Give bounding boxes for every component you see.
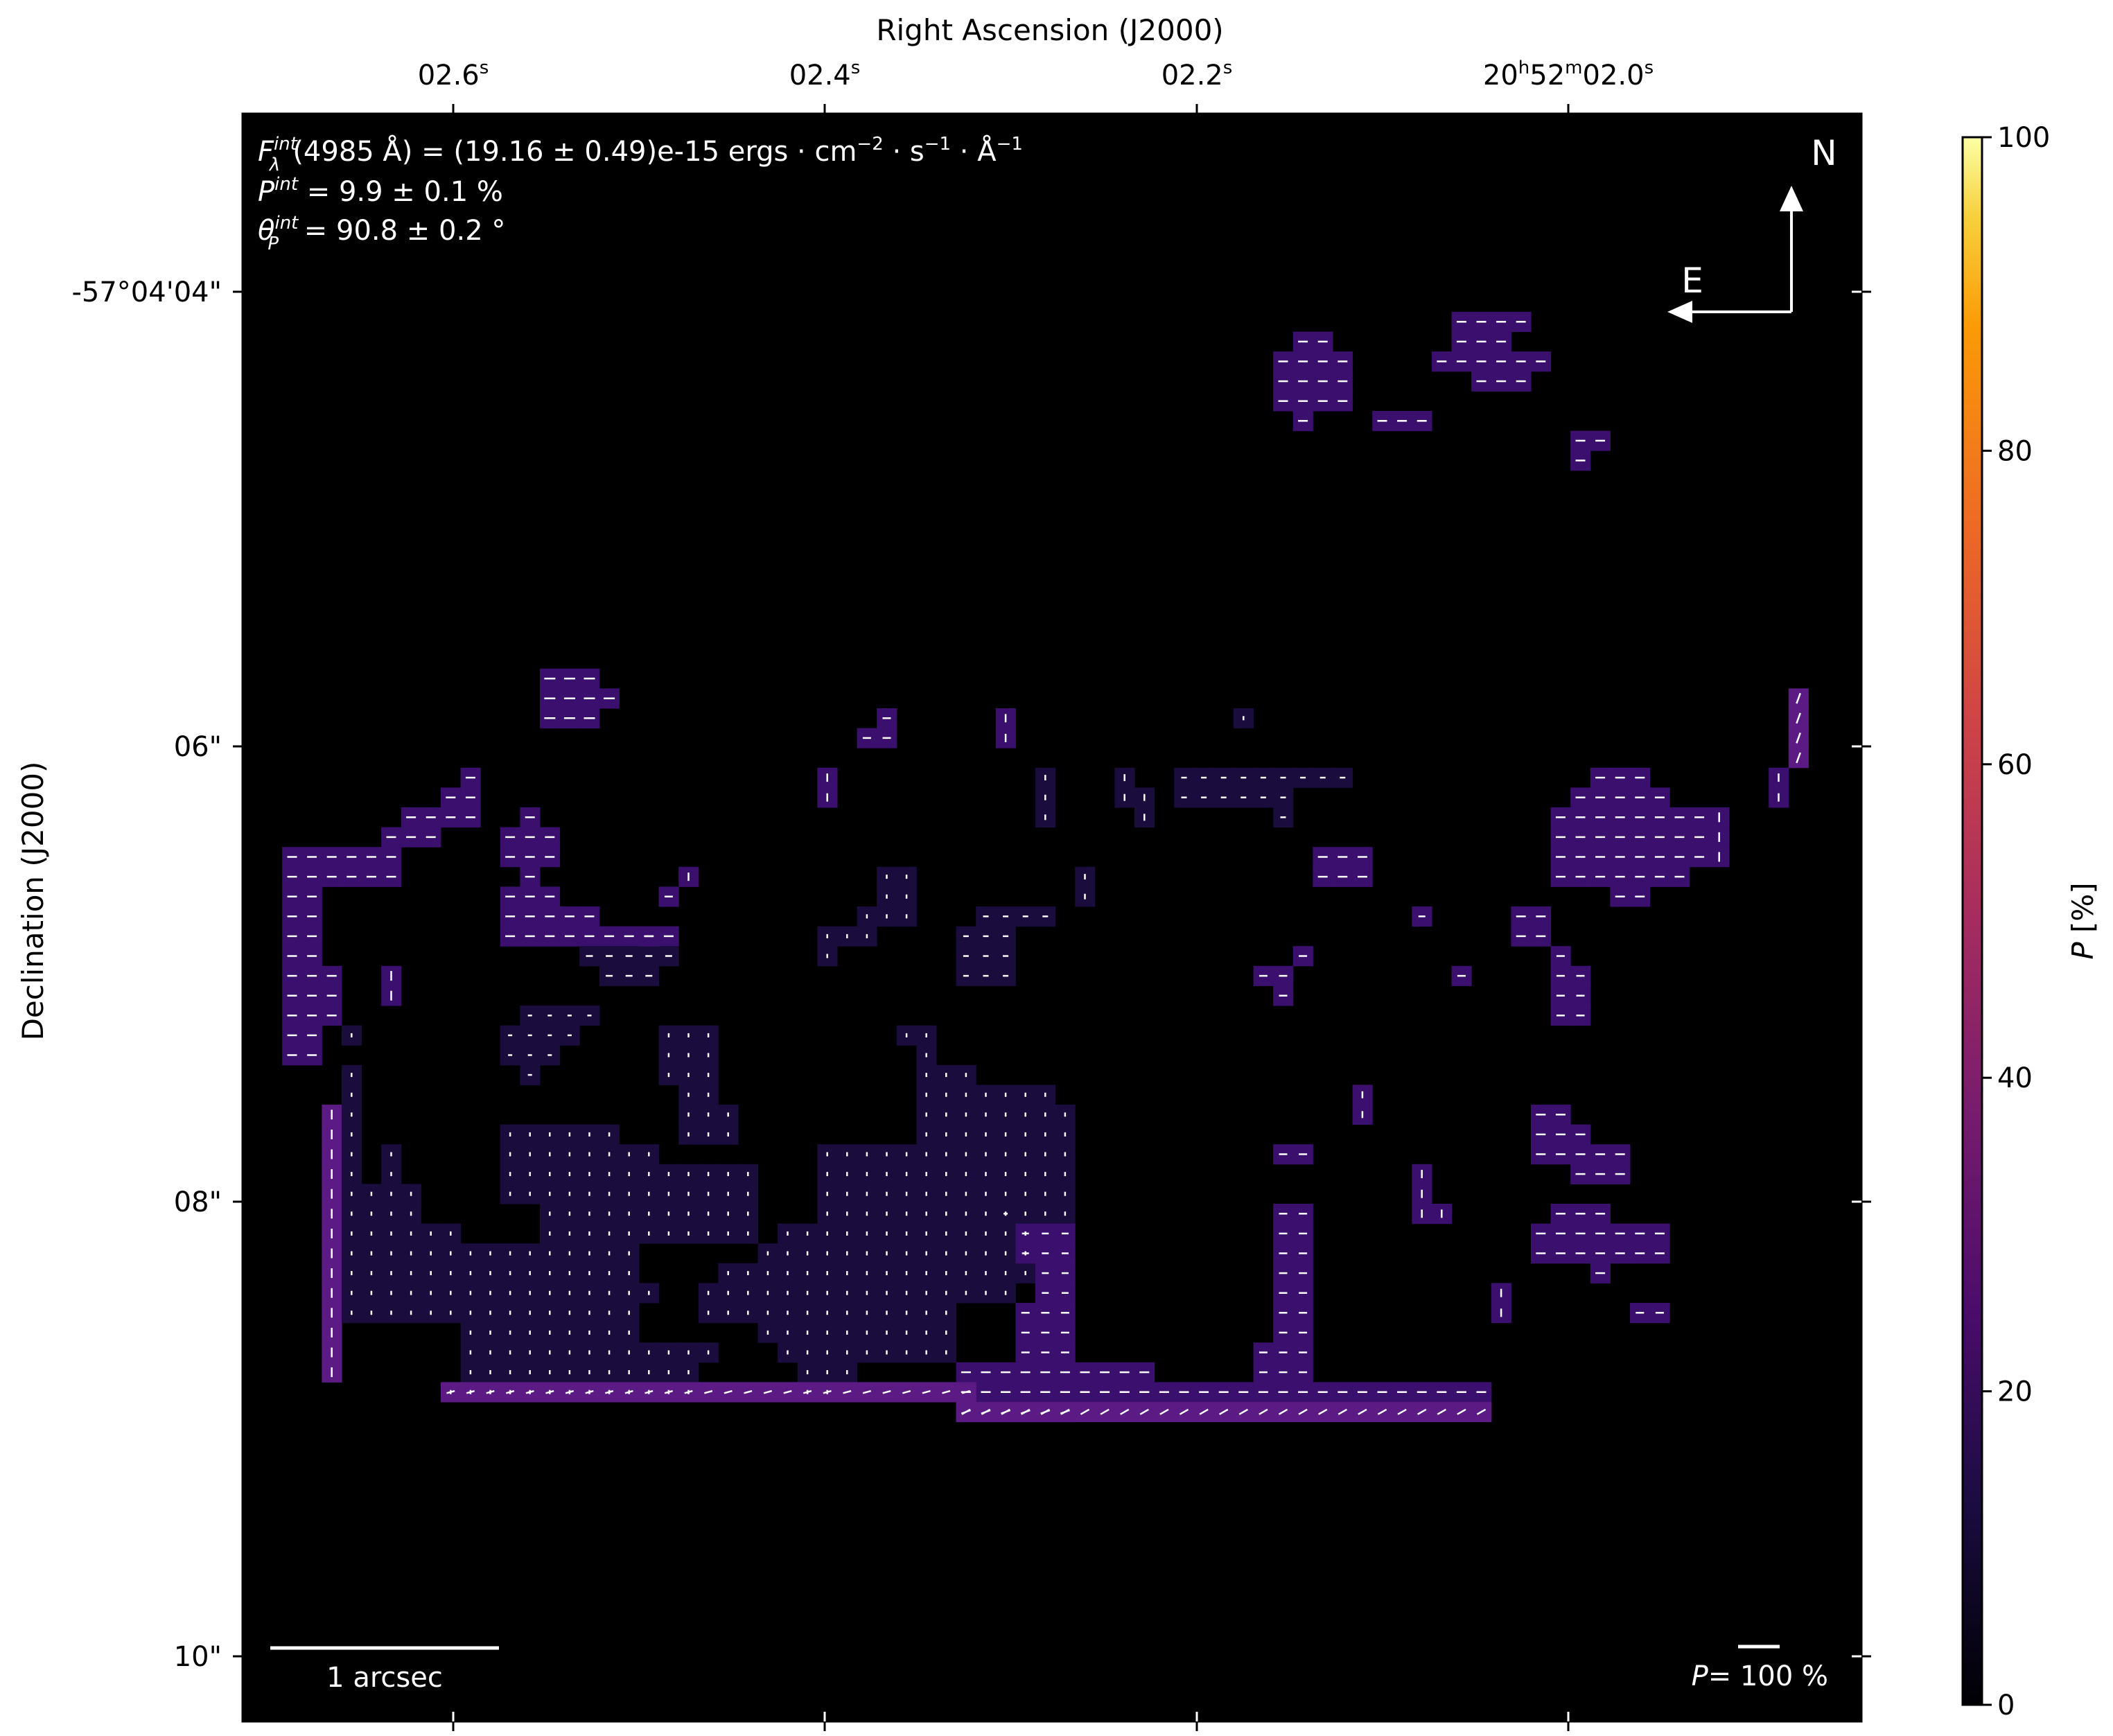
plot-frame <box>241 112 1863 1723</box>
polarization-vector <box>803 1389 812 1394</box>
polarization-vector <box>1139 1408 1150 1415</box>
polarization-vector <box>1218 1408 1229 1415</box>
polarization-vector <box>565 1389 575 1394</box>
polarization-vector <box>783 1389 792 1394</box>
dec-tick-label: 08" <box>174 1186 222 1218</box>
colorbar-tick-label: 80 <box>1997 435 2033 467</box>
polarization-vector <box>1377 1408 1387 1415</box>
polarization-vector <box>624 1389 633 1394</box>
polarization-vector <box>545 1389 554 1394</box>
colorbar: 0 20 40 60 80 100 P [%] <box>1961 122 2100 1721</box>
colorbar-tick-label: 20 <box>1997 1376 2033 1408</box>
polarization-vector <box>1358 1408 1367 1415</box>
polarization-vector <box>1338 1408 1348 1415</box>
polarization-vector <box>486 1389 495 1394</box>
polarization-vector <box>1796 712 1801 724</box>
polarization-vector <box>1020 1409 1031 1414</box>
polarization-vector <box>961 1389 971 1394</box>
colorbar-tick-label: 0 <box>1997 1690 2015 1721</box>
ra-tick-label: 02.4s <box>789 58 861 91</box>
polarization-vector <box>1796 692 1801 704</box>
polarization-vector <box>466 1389 475 1394</box>
arcsec-scale-label: 1 arcsec <box>326 1662 443 1694</box>
polarization-vector <box>1001 1409 1011 1414</box>
polarization-vector <box>902 1389 911 1394</box>
polarization-vector <box>1796 752 1801 764</box>
polarization-vector <box>744 1389 753 1394</box>
polarization-vector <box>763 1389 773 1394</box>
polarization-vector <box>843 1389 852 1394</box>
north-arrow-head-icon <box>1780 186 1803 211</box>
ra-tick-label: 02.2s <box>1161 58 1233 91</box>
polarization-vector <box>1417 1408 1427 1415</box>
polarization-vector <box>1317 1408 1328 1415</box>
polarization-vector <box>1278 1408 1288 1415</box>
polarization-vector <box>664 1389 674 1394</box>
polarization-vector <box>703 1389 713 1394</box>
polarization-vector <box>1298 1408 1308 1415</box>
polarization-vector <box>1040 1409 1051 1414</box>
east-arrow-head-icon <box>1667 301 1692 323</box>
polarization-annotation: Pint = 9.9 ± 0.1 % <box>258 174 503 208</box>
polarization-vector <box>942 1389 951 1394</box>
polarization-vector <box>1457 1408 1466 1415</box>
angle-annotation: θint P = 90.8 ± 0.2 ° <box>258 213 505 254</box>
polarization-vector <box>1100 1408 1110 1415</box>
polarization-vector <box>1119 1408 1130 1415</box>
dec-axis: -57°04'04" 06" 08" 10" Declination (J200… <box>16 277 1871 1673</box>
polarization-vector <box>862 1389 872 1394</box>
east-label: E <box>1681 261 1703 301</box>
polarization-vector <box>1080 1408 1090 1415</box>
polarization-vector <box>1060 1409 1070 1414</box>
polarization-vector <box>1437 1408 1447 1415</box>
polarization-vector <box>1159 1408 1169 1415</box>
colorbar-gradient <box>1961 136 1983 1706</box>
polarization-vector <box>1238 1408 1249 1415</box>
polarization-vector <box>604 1389 614 1394</box>
dec-axis-label: Declination (J2000) <box>16 762 50 1041</box>
polarization-vector <box>684 1389 693 1394</box>
flux-annotation: Fint λ (4985 Å) = (19.16 ± 0.49)e-15 ergs … <box>258 134 1023 175</box>
ra-tick-label: 02.6s <box>418 58 489 91</box>
polarization-vector <box>446 1389 455 1394</box>
polarization-vector <box>724 1389 733 1394</box>
polarization-vector <box>823 1389 832 1394</box>
polarization-vector <box>961 1409 971 1414</box>
polarization-vector <box>645 1389 654 1394</box>
integrated-values: Fint λ (4985 Å) = (19.16 ± 0.49)e-15 ergs … <box>258 134 1023 254</box>
ra-axis: 02.6s 02.4s 02.2s 20h52m02.0s Right Asce… <box>418 13 1654 1731</box>
dec-tick-label: 10" <box>174 1641 222 1673</box>
ra-axis-label: Right Ascension (J2000) <box>876 13 1223 47</box>
compass: N E <box>1667 133 1837 323</box>
ra-tick-label: 20h52m02.0s <box>1483 58 1654 91</box>
colorbar-tick-label: 40 <box>1997 1062 2033 1094</box>
dec-tick-label: 06" <box>174 731 222 763</box>
polarization-vector <box>1199 1408 1209 1415</box>
polarization-vector <box>1397 1408 1407 1415</box>
polarization-vector <box>1476 1408 1487 1415</box>
colorbar-tick-label: 60 <box>1997 749 2033 781</box>
polarization-vector <box>981 1409 991 1414</box>
polarization-vector <box>1796 732 1801 744</box>
vector-scale-label: P= 100 % <box>1692 1660 1828 1692</box>
polarization-vector <box>525 1389 534 1394</box>
polarization-vector <box>585 1389 594 1394</box>
colorbar-label: P [%] <box>2066 882 2100 959</box>
polarization-vector <box>505 1389 515 1394</box>
north-label: N <box>1811 133 1836 173</box>
colorbar-tick-label: 100 <box>1997 122 2050 154</box>
polarization-vector <box>1179 1408 1189 1415</box>
vector-layer <box>287 321 1801 1415</box>
polarization-vector <box>1259 1408 1268 1415</box>
dec-tick-label: -57°04'04" <box>71 277 222 308</box>
polarization-vector <box>922 1389 931 1394</box>
polarization-vector <box>882 1389 891 1394</box>
scale-bars: 1 arcsec P= 100 % <box>270 1645 1828 1694</box>
